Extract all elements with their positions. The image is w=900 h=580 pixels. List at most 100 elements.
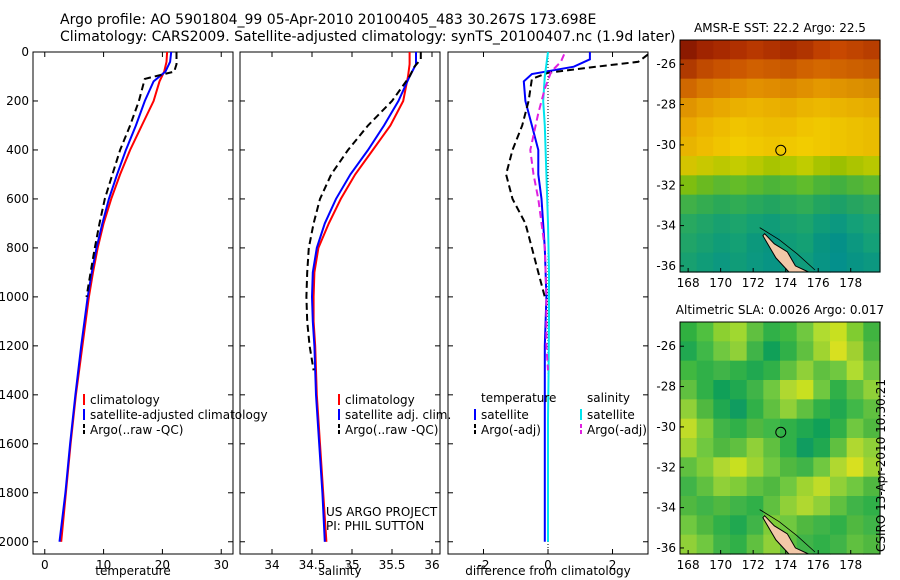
map-cell-sst-map bbox=[830, 175, 848, 196]
map-x-tick-label: 172 bbox=[742, 558, 765, 572]
map-cell-sla-map bbox=[780, 360, 798, 381]
map-cell-sst-map bbox=[746, 117, 764, 138]
legend-entry-difference: Argo(-adj) bbox=[587, 423, 647, 437]
map-cell-sst-map bbox=[713, 252, 731, 273]
map-cell-sst-map bbox=[696, 214, 714, 234]
map-cell-sla-map bbox=[696, 457, 714, 478]
map-cell-sst-map bbox=[813, 78, 831, 99]
map-y-tick-label: -36 bbox=[656, 541, 676, 555]
map-cell-sla-map bbox=[713, 457, 731, 478]
map-cell-sst-map bbox=[830, 156, 848, 176]
map-cell-sla-map bbox=[813, 322, 831, 342]
map-cell-sla-map bbox=[846, 496, 864, 516]
y-tick-label: 2000 bbox=[0, 535, 29, 549]
timestamp-label: CSIRO 13-Apr-2010 10:30:21 bbox=[874, 378, 888, 552]
figure-title-line1: Argo profile: AO 5901804_99 05-Apr-2010 … bbox=[60, 12, 597, 28]
map-cell-sla-map bbox=[780, 438, 798, 458]
map-cell-sst-map bbox=[813, 194, 831, 215]
map-cell-sst-map bbox=[780, 136, 798, 157]
map-cell-sla-map bbox=[680, 476, 698, 497]
map-cell-sla-map bbox=[696, 438, 714, 458]
series-line-salinity-profile bbox=[310, 52, 417, 542]
map-cell-sst-map bbox=[713, 194, 731, 215]
map-cell-sst-map bbox=[730, 252, 748, 273]
map-cell-sla-map bbox=[763, 399, 781, 420]
legend-entry-temperature-profile: satellite-adjusted climatology bbox=[90, 408, 268, 422]
argo-position-marker bbox=[775, 144, 787, 156]
map-cell-sla-map bbox=[846, 360, 864, 381]
legend-entry-difference: satellite bbox=[481, 408, 529, 422]
map-cell-sla-map bbox=[813, 496, 831, 516]
map-cell-sla-map bbox=[730, 360, 748, 381]
map-cell-sla-map bbox=[680, 360, 698, 381]
map-cell-sst-map bbox=[713, 78, 731, 99]
map-cell-sst-map bbox=[796, 40, 814, 60]
map-cell-sst-map bbox=[713, 59, 731, 80]
map-cell-sst-map bbox=[680, 98, 698, 118]
map-cell-sla-map bbox=[830, 476, 848, 497]
map-cell-sst-map bbox=[730, 136, 748, 157]
map-x-tick-label: 170 bbox=[709, 558, 732, 572]
map-cell-sla-map bbox=[746, 515, 764, 536]
map-cell-sst-map bbox=[830, 117, 848, 138]
map-cell-sla-map bbox=[763, 496, 781, 516]
map-cell-sla-map bbox=[846, 380, 864, 400]
map-cell-sla-map bbox=[796, 380, 814, 400]
map-y-tick-label: -32 bbox=[656, 178, 676, 192]
map-cell-sla-map bbox=[730, 341, 748, 362]
map-cell-sst-map bbox=[713, 98, 731, 118]
map-cell-sst-map bbox=[696, 59, 714, 80]
map-cell-sla-map bbox=[863, 399, 881, 420]
map-cell-sst-map bbox=[846, 194, 864, 215]
map-cell-sla-map bbox=[713, 534, 731, 555]
map-cell-sst-map bbox=[696, 233, 714, 254]
map-cell-sst-map bbox=[713, 40, 731, 60]
map-cell-sla-map bbox=[796, 515, 814, 536]
series-line-salinity-profile bbox=[305, 52, 422, 371]
map-cell-sst-map bbox=[746, 59, 764, 80]
map-cell-sla-map bbox=[746, 418, 764, 439]
map-cell-sst-map bbox=[763, 117, 781, 138]
map-cell-sla-map bbox=[780, 341, 798, 362]
map-cell-sla-map bbox=[713, 360, 731, 381]
map-x-tick-label: 168 bbox=[677, 558, 700, 572]
map-cell-sla-map bbox=[830, 534, 848, 555]
map-cell-sst-map bbox=[796, 214, 814, 234]
map-cell-sla-map bbox=[846, 515, 864, 536]
map-cell-sla-map bbox=[680, 534, 698, 555]
map-cell-sla-map bbox=[863, 380, 881, 400]
plot-frame-temperature-profile bbox=[32, 51, 234, 555]
map-cell-sst-map bbox=[813, 40, 831, 60]
map-cell-sla-map bbox=[730, 457, 748, 478]
map-y-tick-label: -30 bbox=[656, 420, 676, 434]
map-cell-sst-map bbox=[713, 175, 731, 196]
map-cell-sla-map bbox=[713, 515, 731, 536]
map-x-tick-label: 174 bbox=[774, 558, 797, 572]
map-cell-sla-map bbox=[763, 322, 781, 342]
map-cell-sla-map bbox=[696, 360, 714, 381]
map-frame-sst-map bbox=[679, 39, 881, 273]
map-cell-sla-map bbox=[846, 322, 864, 342]
x-tick-label-temperature-profile: 30 bbox=[214, 558, 229, 572]
map-cell-sla-map bbox=[746, 322, 764, 342]
map-cell-sla-map bbox=[763, 457, 781, 478]
map-cell-sla-map bbox=[713, 438, 731, 458]
map-cell-sla-map bbox=[846, 476, 864, 497]
map-cell-sla-map bbox=[796, 322, 814, 342]
map-cell-sst-map bbox=[763, 59, 781, 80]
map-frame-sla-map bbox=[679, 321, 881, 555]
x-tick-label-salinity-profile: 34 bbox=[264, 558, 279, 572]
map-cell-sst-map bbox=[696, 40, 714, 60]
map-cell-sla-map bbox=[780, 322, 798, 342]
map-cell-sst-map bbox=[796, 78, 814, 99]
map-cell-sst-map bbox=[696, 136, 714, 157]
map-y-tick-label: -36 bbox=[656, 259, 676, 273]
map-cell-sst-map bbox=[863, 78, 881, 99]
map-cell-sst-map bbox=[680, 175, 698, 196]
figure-title-line2: Climatology: CARS2009. Satellite-adjuste… bbox=[60, 29, 676, 45]
map-cell-sla-map bbox=[680, 322, 698, 342]
map-cell-sst-map bbox=[780, 214, 798, 234]
map-cell-sla-map bbox=[696, 476, 714, 497]
map-cell-sla-map bbox=[780, 418, 798, 439]
map-cell-sla-map bbox=[680, 341, 698, 362]
